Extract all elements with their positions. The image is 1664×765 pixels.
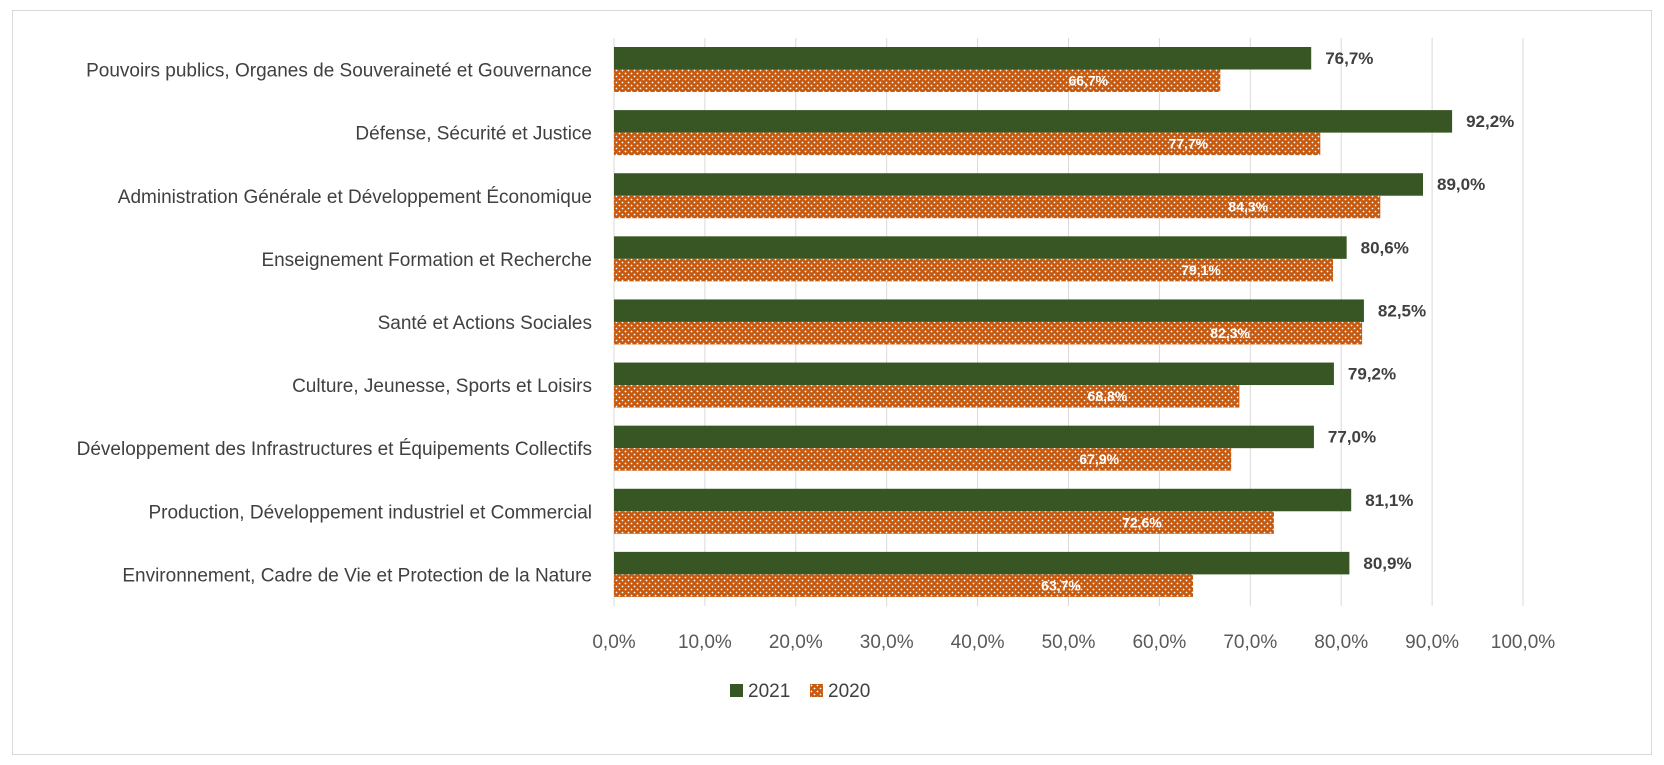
data-label-2021: 89,0% [1437, 175, 1485, 194]
bar-2021 [614, 488, 1352, 512]
legend-swatch-2020 [810, 684, 823, 697]
category-label: Santé et Actions Sociales [378, 313, 592, 334]
bar-2020 [614, 321, 1363, 345]
bar-2021 [614, 110, 1453, 133]
bar-2021 [614, 299, 1364, 322]
data-label-2021: 81,1% [1365, 491, 1413, 510]
bar-2021 [614, 47, 1312, 70]
bar-2020 [614, 258, 1334, 282]
data-label-2020: 77,7% [1168, 136, 1208, 152]
x-tick-label: 20,0% [769, 632, 823, 653]
data-label-2020: 72,6% [1122, 514, 1162, 530]
bar-2021 [614, 362, 1334, 386]
x-tick-label: 10,0% [678, 632, 732, 653]
data-label-2021: 80,9% [1363, 554, 1411, 573]
data-label-2020: 84,3% [1228, 199, 1268, 215]
category-label: Culture, Jeunesse, Sports et Loisirs [292, 376, 592, 397]
x-tick-label: 30,0% [860, 632, 914, 653]
bar-2020 [614, 511, 1274, 534]
data-label-2020: 67,9% [1079, 451, 1119, 467]
legend-label-2021: 2021 [748, 681, 790, 702]
data-label-2020: 66,7% [1068, 73, 1108, 89]
x-tick-label: 90,0% [1405, 632, 1459, 653]
x-tick-label: 50,0% [1042, 632, 1096, 653]
x-axis-ticks: 0,0% 10,0% 20,0% 30,0% 40,0% 50,0% 60,0% 70,0% 8… [592, 632, 1555, 653]
data-label-2021: 76,7% [1325, 49, 1373, 68]
data-label-2020: 79,1% [1181, 262, 1221, 278]
category-label: Administration Générale et Développement… [118, 187, 592, 208]
x-tick-label: 100,0% [1491, 632, 1556, 653]
data-label-2020: 82,3% [1210, 325, 1250, 341]
bar-2021 [614, 425, 1314, 449]
category-label: Défense, Sécurité et Justice [355, 124, 592, 145]
data-label-2020: 68,8% [1088, 388, 1128, 404]
x-tick-label: 0,0% [592, 632, 635, 653]
category-labels: Pouvoirs publics, Organes de Souverainet… [77, 61, 592, 587]
x-tick-label: 60,0% [1132, 632, 1186, 653]
category-label: Développement des Infrastructures et Équ… [77, 439, 592, 460]
bar-2021 [614, 551, 1350, 575]
data-label-2021: 92,2% [1466, 112, 1514, 131]
data-label-2021: 77,0% [1328, 428, 1376, 447]
bar-2020 [614, 448, 1232, 471]
legend-label-2020: 2020 [828, 681, 870, 702]
legend-swatch-2021 [730, 684, 743, 697]
x-tick-label: 40,0% [951, 632, 1005, 653]
bar-2020 [614, 132, 1321, 156]
data-label-2021: 80,6% [1361, 238, 1409, 257]
data-label-2021: 82,5% [1378, 301, 1426, 320]
category-label: Environnement, Cadre de Vie et Protectio… [122, 565, 592, 586]
bars-layer: 76,7% 66,7% 92,2% 77,7% 89,0% 84,3% 80,6% 79,1%… [614, 47, 1514, 597]
data-label-2021: 79,2% [1348, 365, 1396, 384]
bar-2020 [614, 195, 1381, 219]
bar-2021 [614, 236, 1347, 259]
category-label: Pouvoirs publics, Organes de Souverainet… [86, 61, 592, 82]
bar-2020 [614, 385, 1240, 408]
legend: 2021 2020 [730, 681, 870, 702]
category-label: Production, Développement industriel et … [148, 502, 592, 523]
x-tick-label: 80,0% [1314, 632, 1368, 653]
x-tick-label: 70,0% [1223, 632, 1277, 653]
bar-2020 [614, 69, 1221, 92]
bar-2020 [614, 574, 1194, 597]
bar-2021 [614, 173, 1424, 196]
category-label: Enseignement Formation et Recherche [261, 250, 592, 271]
data-label-2020: 63,7% [1041, 577, 1081, 593]
